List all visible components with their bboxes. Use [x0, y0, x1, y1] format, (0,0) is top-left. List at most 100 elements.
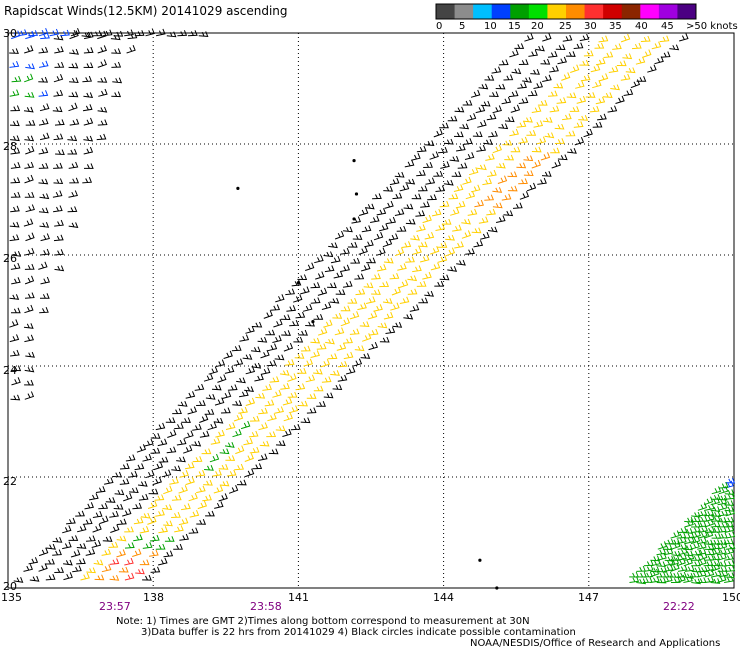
wind-barb: [710, 494, 721, 500]
wind-barb: [419, 254, 430, 263]
wind-barb: [642, 49, 652, 58]
wind-barb: [495, 215, 506, 223]
wind-barb: [531, 159, 541, 169]
wind-barb: [491, 66, 502, 74]
wind-barb: [163, 520, 173, 527]
wind-barb: [105, 497, 116, 503]
wind-barb: [54, 61, 65, 68]
wind-barb: [475, 105, 486, 114]
wind-barb: [376, 264, 387, 272]
wind-barb: [243, 437, 253, 446]
wind-barb: [134, 30, 145, 37]
note-line-1: Note: 1) Times are GMT 2)Times along bot…: [116, 616, 530, 627]
credit-line: NOAA/NESDIS/Office of Research and Appli…: [470, 638, 721, 649]
wind-barb: [456, 259, 466, 266]
wind-barb: [67, 206, 78, 213]
wind-barb: [484, 74, 495, 81]
wind-barb: [636, 76, 647, 82]
wind-barb: [334, 327, 345, 336]
wind-barb: [333, 270, 344, 279]
wind-barb: [489, 91, 499, 98]
wind-barb: [562, 34, 573, 42]
wind-barb: [133, 517, 144, 525]
wind-barb: [573, 42, 584, 49]
wind-barb: [185, 391, 196, 399]
wind-barb: [630, 79, 641, 89]
wind-barb: [310, 350, 320, 358]
wind-barb: [407, 275, 418, 282]
wind-barb: [643, 564, 654, 572]
wind-barb: [254, 374, 264, 382]
wind-barb: [337, 361, 348, 368]
wind-barb: [109, 558, 120, 565]
wind-barb: [523, 116, 533, 123]
wind-barb: [25, 351, 35, 358]
wind-barb: [412, 265, 422, 273]
wind-barb: [124, 572, 135, 581]
wind-barb: [9, 48, 19, 54]
wind-barb: [266, 431, 277, 438]
wind-barb: [352, 358, 363, 367]
wind-barb: [104, 477, 114, 485]
island-dot: [352, 217, 356, 221]
wind-barb: [179, 533, 190, 541]
wind-barb: [199, 414, 209, 423]
wind-barb: [383, 257, 394, 264]
wind-barb: [239, 334, 250, 342]
color-scale-swatch: [566, 4, 586, 19]
wind-barb: [579, 59, 590, 66]
wind-barb: [437, 254, 448, 263]
wind-barb: [268, 448, 279, 455]
wind-barb: [178, 517, 189, 526]
wind-barb: [704, 576, 715, 583]
wind-barb: [504, 116, 515, 123]
wind-barb: [171, 465, 182, 472]
wind-barb: [697, 542, 707, 550]
wind-barb: [199, 430, 210, 438]
color-scale-swatch: [547, 4, 567, 19]
wind-barb: [717, 494, 728, 501]
wind-barb: [53, 74, 64, 83]
map-title: Rapidscat Winds(12.5KM) 20141029 ascendi…: [4, 4, 288, 18]
wind-barb: [40, 276, 50, 285]
wind-barb: [68, 102, 78, 112]
wind-barb: [101, 548, 112, 556]
wind-barb: [676, 574, 686, 583]
lat-label-28: 28: [3, 140, 17, 153]
wind-barb: [340, 305, 351, 312]
wind-barb: [454, 241, 464, 249]
wind-barb: [583, 50, 594, 57]
island-dot: [478, 558, 482, 562]
wind-barb: [454, 106, 465, 113]
wind-barb: [142, 453, 152, 462]
wind-barb: [28, 557, 39, 565]
wind-barb: [457, 162, 468, 169]
wind-barb: [670, 530, 680, 539]
wind-barb: [124, 557, 134, 566]
color-scale-label: 20: [531, 21, 544, 32]
wind-barb: [137, 480, 148, 487]
wind-barb: [53, 89, 64, 97]
wind-barb: [597, 113, 607, 121]
wind-barb: [492, 144, 502, 154]
wind-barb: [531, 105, 542, 113]
wind-barb: [703, 539, 714, 546]
wind-barb: [113, 503, 124, 510]
wind-barb: [24, 92, 35, 98]
wind-barb: [509, 49, 519, 58]
wind-barb: [248, 430, 259, 438]
wind-barb: [232, 429, 242, 438]
wind-barb: [111, 48, 122, 54]
wind-barb: [257, 453, 268, 461]
wind-barb: [575, 81, 585, 89]
wind-barb: [94, 574, 105, 581]
wind-barb: [492, 105, 502, 114]
wind-barb: [608, 65, 619, 73]
wind-barb: [527, 90, 538, 97]
wind-barb: [394, 171, 405, 178]
wind-barb: [219, 448, 230, 455]
wind-barb: [663, 547, 674, 556]
wind-barb: [204, 408, 215, 415]
wind-barb: [650, 576, 660, 583]
wind-barb: [118, 566, 129, 573]
